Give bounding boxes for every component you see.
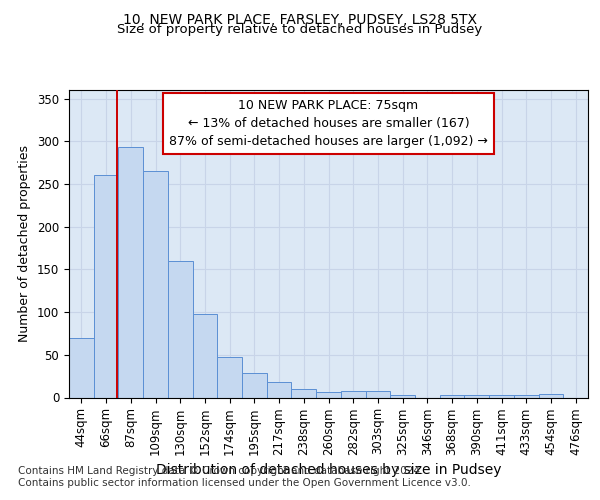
Bar [390, 395, 415, 398]
Bar [168, 261, 193, 398]
Text: 10, NEW PARK PLACE, FARSLEY, PUDSEY, LS28 5TX: 10, NEW PARK PLACE, FARSLEY, PUDSEY, LS2… [123, 12, 477, 26]
Bar [193, 314, 217, 398]
Bar [464, 395, 489, 398]
Bar [118, 147, 143, 398]
Bar [489, 395, 514, 398]
Bar [143, 171, 168, 398]
Bar [341, 390, 365, 398]
Text: 10 NEW PARK PLACE: 75sqm
← 13% of detached houses are smaller (167)
87% of semi-: 10 NEW PARK PLACE: 75sqm ← 13% of detach… [169, 99, 488, 148]
X-axis label: Distribution of detached houses by size in Pudsey: Distribution of detached houses by size … [156, 463, 501, 477]
Bar [316, 392, 341, 398]
Bar [539, 394, 563, 398]
Bar [440, 395, 464, 398]
Y-axis label: Number of detached properties: Number of detached properties [19, 145, 31, 342]
Text: Size of property relative to detached houses in Pudsey: Size of property relative to detached ho… [118, 22, 482, 36]
Bar [365, 390, 390, 398]
Bar [217, 356, 242, 398]
Bar [69, 338, 94, 398]
Text: Contains HM Land Registry data © Crown copyright and database right 2024.
Contai: Contains HM Land Registry data © Crown c… [18, 466, 471, 487]
Bar [267, 382, 292, 398]
Bar [514, 395, 539, 398]
Bar [94, 176, 118, 398]
Bar [292, 389, 316, 398]
Bar [242, 372, 267, 398]
